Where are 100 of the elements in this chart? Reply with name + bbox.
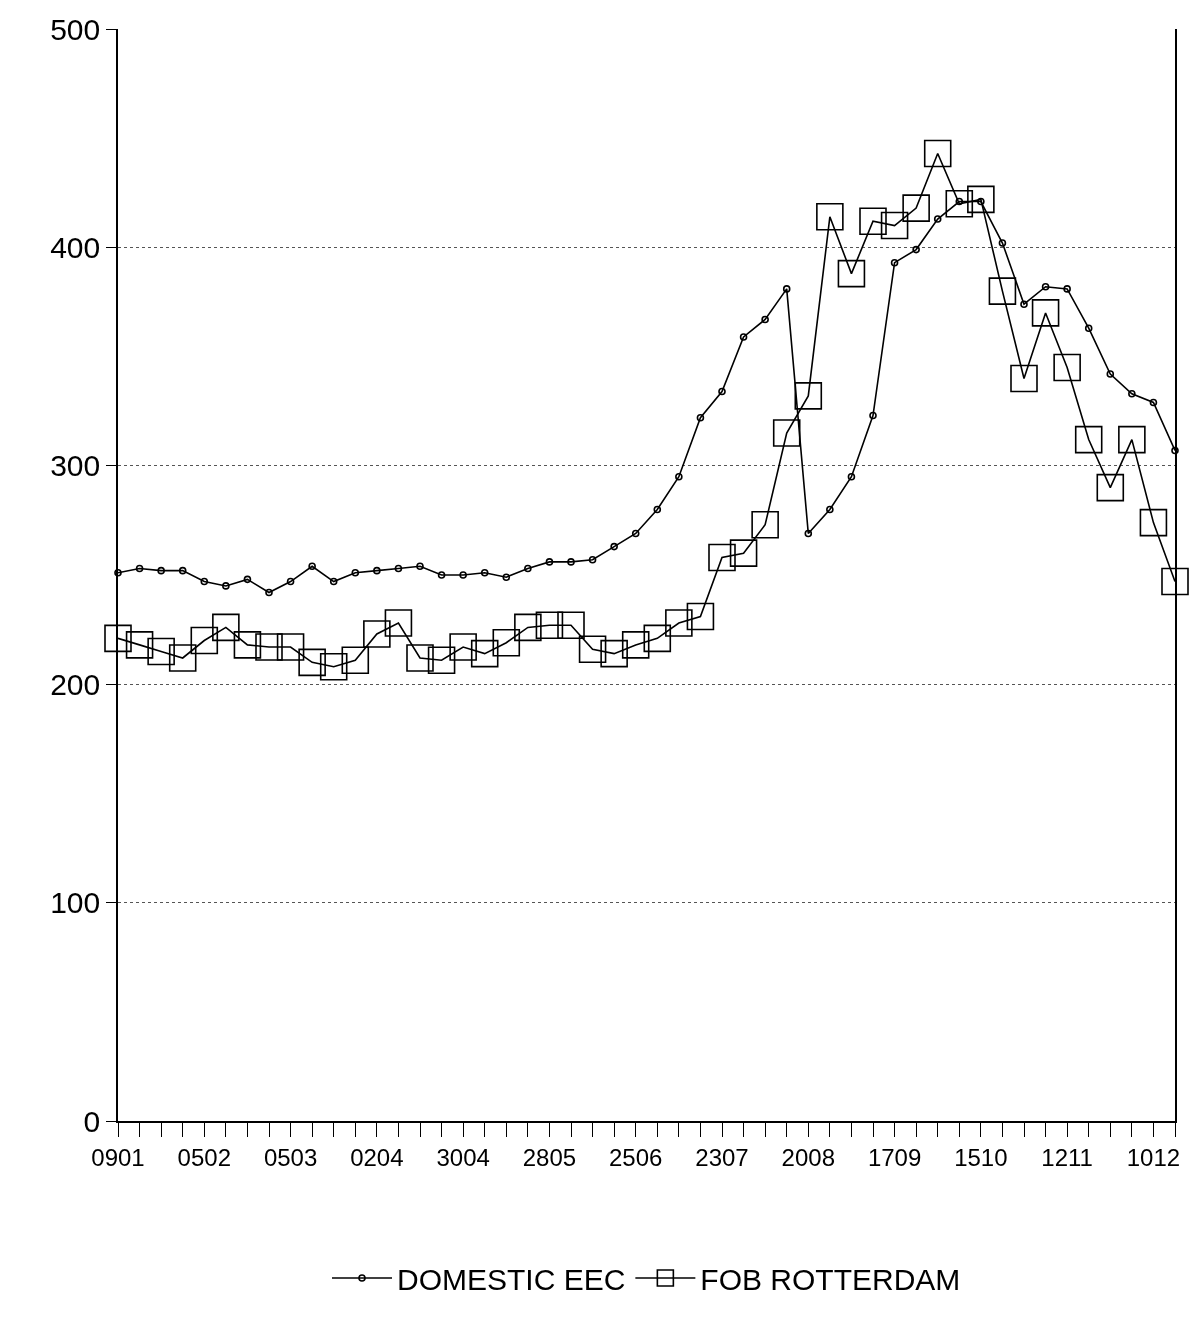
point (363, 620, 391, 648)
point (729, 539, 758, 567)
x-tick-label: 0901 (91, 1143, 145, 1171)
point (794, 382, 823, 410)
point (1020, 300, 1028, 308)
point (265, 588, 273, 597)
point (1096, 473, 1125, 502)
point (135, 564, 144, 573)
point (761, 315, 769, 324)
x-tick-label: 1012 (1126, 1143, 1181, 1171)
point (847, 472, 856, 481)
point (1074, 425, 1103, 454)
point (1063, 285, 1071, 293)
point (902, 194, 930, 222)
point (998, 239, 1007, 247)
point (567, 558, 575, 566)
point (437, 571, 446, 579)
point (233, 631, 262, 659)
x-tick-label: 1510 (954, 1143, 1008, 1171)
point (610, 542, 618, 551)
point (416, 562, 424, 571)
point (351, 569, 360, 577)
point (308, 562, 316, 571)
point (675, 472, 683, 481)
point (1041, 282, 1050, 291)
point (535, 611, 564, 640)
point (696, 413, 705, 422)
point (782, 285, 791, 293)
y-tick-label: 400 (50, 230, 101, 264)
legend-label: FOB ROTTERDAM (700, 1262, 961, 1296)
y-tick-label: 500 (50, 12, 101, 46)
point (933, 215, 942, 223)
point (1128, 389, 1136, 398)
point (1084, 324, 1093, 333)
point (200, 577, 209, 586)
point (1149, 398, 1158, 407)
point (739, 333, 748, 341)
point (837, 259, 866, 288)
legend-label: DOMESTIC EEC (397, 1262, 626, 1296)
point (470, 639, 499, 668)
point (178, 566, 187, 575)
point (190, 626, 219, 655)
point (880, 211, 909, 240)
point (859, 207, 887, 235)
point (524, 564, 532, 573)
point (286, 577, 295, 586)
point (329, 577, 338, 586)
point (912, 245, 920, 254)
point (514, 613, 542, 642)
x-tick-label: 0204 (350, 1143, 404, 1171)
point (222, 582, 230, 590)
y-tick-label: 0 (83, 1104, 101, 1138)
point (751, 510, 779, 539)
point (1118, 425, 1146, 454)
point (1031, 299, 1060, 327)
point (212, 613, 240, 642)
point (804, 529, 813, 538)
point (772, 419, 801, 447)
point (298, 648, 326, 677)
point (665, 609, 693, 637)
point (1053, 353, 1081, 382)
point (967, 185, 995, 214)
y-tick-label: 100 (50, 886, 101, 920)
y-tick-label: 300 (50, 449, 101, 483)
point (545, 558, 554, 566)
x-tick-label: 1709 (867, 1143, 922, 1171)
point (125, 631, 154, 659)
point (869, 411, 877, 420)
x-tick-label: 2008 (781, 1143, 835, 1171)
point (1106, 370, 1115, 378)
point (319, 652, 348, 681)
point (631, 529, 640, 538)
point (480, 569, 489, 577)
point (157, 566, 165, 575)
point (1139, 508, 1168, 537)
point (104, 624, 132, 653)
point (1171, 446, 1179, 455)
point (686, 602, 715, 631)
point (557, 611, 585, 640)
point (373, 566, 381, 575)
point (1010, 364, 1038, 393)
point (923, 139, 952, 168)
point (621, 631, 650, 659)
point (394, 564, 403, 573)
point (945, 189, 974, 218)
point (708, 543, 736, 572)
point (243, 575, 252, 584)
x-tick-label: 0502 (177, 1143, 231, 1171)
point (276, 633, 305, 661)
point (826, 505, 834, 514)
point (427, 646, 456, 674)
point (492, 628, 521, 657)
point (600, 639, 628, 668)
x-tick-label: 2506 (609, 1143, 663, 1171)
y-tick-label: 200 (50, 667, 101, 701)
point (255, 633, 283, 661)
point (816, 203, 844, 231)
point (578, 635, 607, 664)
point (114, 569, 122, 577)
point (1161, 567, 1189, 596)
